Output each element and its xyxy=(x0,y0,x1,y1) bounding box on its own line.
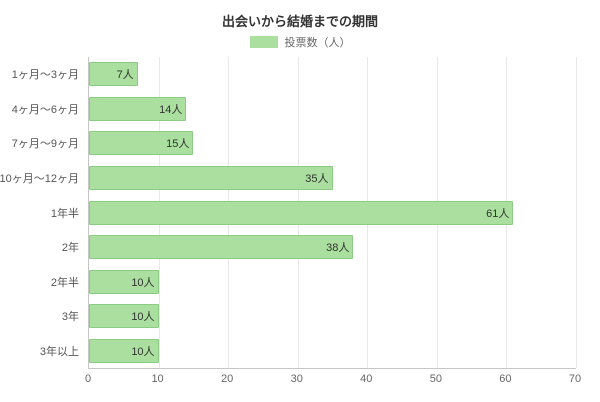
chart-title: 出会いから結婚までの期間 xyxy=(221,14,378,29)
x-tick-label: 10 xyxy=(151,373,164,385)
x-tick-label: 60 xyxy=(499,373,512,385)
bar-value-label: 10人 xyxy=(131,345,155,358)
y-axis-label: 2年半 xyxy=(50,276,79,289)
bar-value-label: 7人 xyxy=(116,69,134,82)
y-axis-label: 2年 xyxy=(61,242,79,255)
bar-row: 2年 38人 xyxy=(62,230,576,265)
legend-label: 投票数（人） xyxy=(284,37,351,49)
x-axis: 0 10 20 30 40 50 60 70 xyxy=(84,373,581,389)
gridline xyxy=(576,57,577,368)
y-axis-label: 10ヶ月～12ヶ月 xyxy=(0,172,79,185)
bar: 35人 xyxy=(89,165,333,190)
bar-value-label: 14人 xyxy=(159,103,183,116)
y-axis-label: 3年以上 xyxy=(39,345,79,358)
bar: 14人 xyxy=(89,96,187,121)
bar: 61人 xyxy=(89,200,514,225)
y-axis-label: 7ヶ月～9ヶ月 xyxy=(11,138,79,151)
x-tick-label: 0 xyxy=(84,373,92,385)
bar: 10人 xyxy=(89,338,159,363)
bar-row: 3年以上 10人 xyxy=(40,334,576,369)
bar-value-label: 10人 xyxy=(131,311,155,324)
bar-row: 4ヶ月～6ヶ月 14人 xyxy=(12,92,576,127)
bar-row: 2年半 10人 xyxy=(51,264,576,299)
x-tick-label: 30 xyxy=(290,373,303,385)
legend: 投票数（人） xyxy=(0,34,600,50)
plot-area: 1ヶ月～3ヶ月 7人 4ヶ月～6ヶ月 14人 7ヶ月～9ヶ月 15人 10ヶ月～12ヶ月 35… xyxy=(0,57,577,369)
bar-row: 7ヶ月～9ヶ月 15人 xyxy=(12,126,576,161)
bar: 38人 xyxy=(89,235,354,260)
bar-row: 1年半 61人 xyxy=(51,195,576,230)
x-tick-label: 20 xyxy=(221,373,234,385)
bar: 10人 xyxy=(89,304,159,329)
x-tick-label: 40 xyxy=(360,373,373,385)
bar-value-label: 38人 xyxy=(326,242,350,255)
y-axis-label: 4ヶ月～6ヶ月 xyxy=(11,103,79,116)
bar-value-label: 15人 xyxy=(166,138,190,151)
bar-row: 3年 10人 xyxy=(62,299,576,334)
bar-row: 10ヶ月～12ヶ月 35人 xyxy=(0,161,576,196)
bar-rows: 1ヶ月～3ヶ月 7人 4ヶ月～6ヶ月 14人 7ヶ月～9ヶ月 15人 10ヶ月～12ヶ月 35… xyxy=(0,57,576,369)
y-axis-label: 3年 xyxy=(61,311,79,324)
bar: 15人 xyxy=(89,131,194,156)
bar-value-label: 35人 xyxy=(305,172,329,185)
bar-value-label: 10人 xyxy=(131,276,155,289)
y-axis-label: 1年半 xyxy=(50,207,79,220)
bar: 7人 xyxy=(89,62,138,87)
bar: 10人 xyxy=(89,269,159,294)
x-tick-label: 70 xyxy=(568,373,582,385)
bar-value-label: 61人 xyxy=(486,207,510,220)
y-axis-label: 1ヶ月～3ヶ月 xyxy=(11,69,79,82)
legend-swatch-icon xyxy=(249,36,278,48)
x-tick-label: 50 xyxy=(429,373,442,385)
bar-row: 1ヶ月～3ヶ月 7人 xyxy=(12,57,576,92)
